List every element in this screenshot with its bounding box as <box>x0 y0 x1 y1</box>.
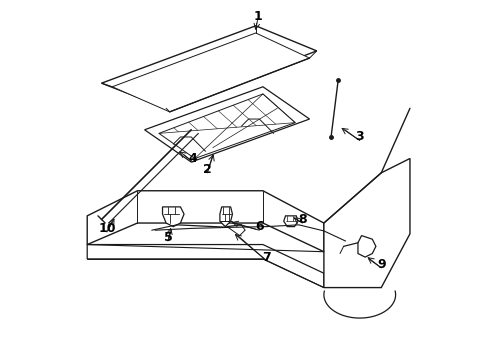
Polygon shape <box>101 26 317 108</box>
Text: 2: 2 <box>203 163 212 176</box>
Text: 1: 1 <box>253 10 262 23</box>
Polygon shape <box>163 207 184 226</box>
Text: 10: 10 <box>98 222 116 235</box>
Text: 9: 9 <box>377 258 386 271</box>
Text: 5: 5 <box>164 231 172 244</box>
Text: 4: 4 <box>189 152 197 165</box>
Text: 8: 8 <box>298 213 307 226</box>
Polygon shape <box>324 158 410 288</box>
Text: 7: 7 <box>262 251 271 264</box>
Polygon shape <box>112 33 310 112</box>
Polygon shape <box>145 87 310 162</box>
Polygon shape <box>220 207 232 226</box>
Polygon shape <box>358 235 376 257</box>
Polygon shape <box>87 244 324 288</box>
Text: 3: 3 <box>355 130 364 144</box>
Polygon shape <box>87 191 324 252</box>
Polygon shape <box>159 94 295 158</box>
Polygon shape <box>284 216 298 226</box>
Text: 6: 6 <box>255 220 264 233</box>
